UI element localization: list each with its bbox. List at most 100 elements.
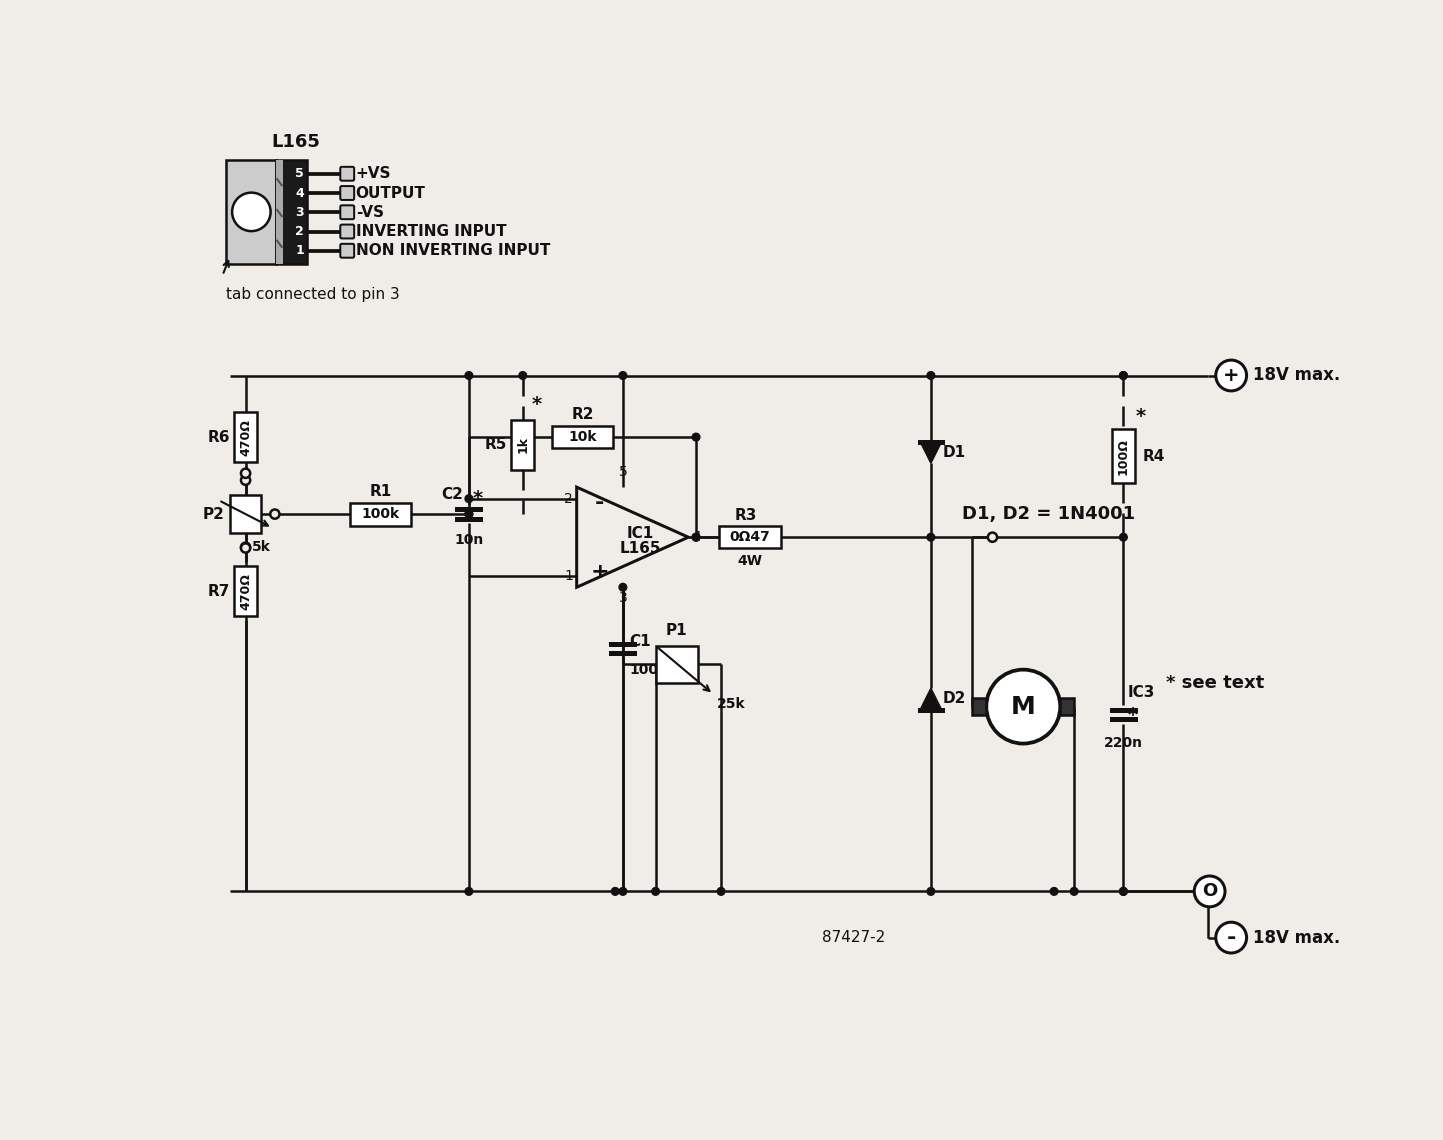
Text: R2: R2 xyxy=(571,407,593,423)
Text: *: * xyxy=(1136,407,1146,425)
Circle shape xyxy=(241,544,250,553)
Text: 18V max.: 18V max. xyxy=(1253,366,1341,384)
Circle shape xyxy=(1216,922,1247,953)
Text: 87427-2: 87427-2 xyxy=(823,930,886,945)
Text: O: O xyxy=(1202,882,1218,901)
Text: R1: R1 xyxy=(369,483,391,498)
Polygon shape xyxy=(921,689,942,710)
Text: R5: R5 xyxy=(485,438,508,453)
Circle shape xyxy=(1120,888,1127,895)
Text: 100Ω: 100Ω xyxy=(1117,438,1130,474)
Text: 470Ω: 470Ω xyxy=(240,418,253,456)
Circle shape xyxy=(1120,888,1127,895)
Text: 4: 4 xyxy=(296,187,304,200)
Text: 1k: 1k xyxy=(517,437,530,454)
Text: D2: D2 xyxy=(942,691,965,707)
FancyBboxPatch shape xyxy=(341,186,354,199)
Text: 220n: 220n xyxy=(1104,735,1143,750)
Bar xyxy=(234,567,257,616)
Bar xyxy=(234,412,257,462)
Circle shape xyxy=(612,888,619,895)
Text: P2: P2 xyxy=(202,506,224,522)
Circle shape xyxy=(241,475,250,484)
Circle shape xyxy=(717,888,724,895)
Text: 4: 4 xyxy=(693,530,701,544)
Text: IC1: IC1 xyxy=(626,526,654,540)
FancyBboxPatch shape xyxy=(341,225,354,238)
Text: 10k: 10k xyxy=(569,430,597,445)
Bar xyxy=(227,160,277,263)
Circle shape xyxy=(693,534,700,541)
Circle shape xyxy=(1120,372,1127,380)
Text: C1: C1 xyxy=(629,634,651,649)
Circle shape xyxy=(465,495,473,503)
Bar xyxy=(655,645,698,683)
Text: 1: 1 xyxy=(564,569,573,583)
Text: 4W: 4W xyxy=(737,554,762,568)
Bar xyxy=(551,426,613,448)
Circle shape xyxy=(988,532,997,541)
Text: C2: C2 xyxy=(442,488,463,503)
Text: D1, D2 = 1N4001: D1, D2 = 1N4001 xyxy=(961,505,1134,523)
Text: 100k: 100k xyxy=(361,507,400,521)
Bar xyxy=(719,527,781,548)
Bar xyxy=(511,420,534,470)
Text: OUTPUT: OUTPUT xyxy=(355,186,426,201)
Text: 3: 3 xyxy=(619,592,628,605)
Circle shape xyxy=(519,372,527,380)
Text: *: * xyxy=(531,394,541,414)
Text: R6: R6 xyxy=(208,430,231,445)
Bar xyxy=(277,160,307,263)
Text: *: * xyxy=(1127,707,1137,725)
Text: L165: L165 xyxy=(619,542,661,556)
Text: P1: P1 xyxy=(667,624,688,638)
Circle shape xyxy=(926,372,935,380)
Text: 470Ω: 470Ω xyxy=(240,572,253,610)
Circle shape xyxy=(270,510,280,519)
Circle shape xyxy=(1071,888,1078,895)
Bar xyxy=(1113,430,1136,483)
Circle shape xyxy=(926,888,935,895)
Bar xyxy=(277,160,283,263)
Text: 2: 2 xyxy=(564,491,573,506)
Text: -VS: -VS xyxy=(355,205,384,220)
FancyBboxPatch shape xyxy=(341,244,354,258)
Text: +: + xyxy=(590,562,609,581)
Text: 3: 3 xyxy=(296,205,304,219)
FancyBboxPatch shape xyxy=(341,166,354,180)
Bar xyxy=(973,698,987,715)
Circle shape xyxy=(693,433,700,441)
Circle shape xyxy=(619,584,626,592)
Circle shape xyxy=(1051,888,1058,895)
Circle shape xyxy=(1216,360,1247,391)
Polygon shape xyxy=(921,441,942,463)
Circle shape xyxy=(465,511,473,518)
Bar xyxy=(231,495,261,534)
Circle shape xyxy=(1120,372,1127,380)
Text: NON INVERTING INPUT: NON INVERTING INPUT xyxy=(355,243,550,259)
Circle shape xyxy=(652,888,659,895)
Text: R4: R4 xyxy=(1143,449,1165,464)
Text: *: * xyxy=(473,489,483,508)
Text: tab connected to pin 3: tab connected to pin 3 xyxy=(227,287,400,302)
Text: R3: R3 xyxy=(734,507,758,522)
Text: 5: 5 xyxy=(619,465,628,480)
Circle shape xyxy=(926,534,935,541)
Bar xyxy=(1061,698,1074,715)
Circle shape xyxy=(465,511,473,518)
Text: IC3: IC3 xyxy=(1127,685,1154,700)
Text: 10n: 10n xyxy=(455,534,483,547)
Circle shape xyxy=(619,372,626,380)
FancyBboxPatch shape xyxy=(341,205,354,219)
Text: 2: 2 xyxy=(296,225,304,238)
Circle shape xyxy=(1120,534,1127,541)
Text: -: - xyxy=(595,492,605,513)
Circle shape xyxy=(619,888,626,895)
Circle shape xyxy=(1195,876,1225,906)
Text: 5: 5 xyxy=(296,168,304,180)
Text: +: + xyxy=(1222,366,1240,385)
Text: L165: L165 xyxy=(271,132,320,150)
Bar xyxy=(349,503,411,526)
Text: 100n: 100n xyxy=(629,662,668,677)
Text: 5k: 5k xyxy=(251,539,271,554)
